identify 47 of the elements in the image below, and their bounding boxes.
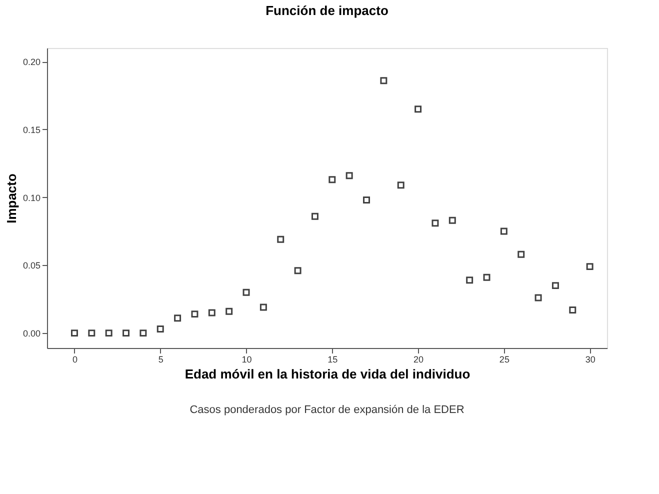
point (70, 330, 78, 337)
point (277, 236, 284, 243)
point (380, 77, 388, 84)
chart-title: Función de impacto (266, 3, 388, 18)
point (174, 314, 182, 322)
point (569, 306, 576, 314)
point (328, 176, 336, 184)
text: Casos ponderados por Factor de expansión de la EDER (190, 404, 464, 416)
point (346, 172, 353, 180)
point (311, 212, 318, 220)
point (105, 330, 112, 337)
point (397, 182, 404, 189)
point (294, 267, 302, 274)
point (500, 228, 508, 235)
point (466, 276, 474, 284)
point (586, 263, 594, 270)
point (208, 309, 216, 316)
y-tick-label: 0.10 (22, 192, 40, 203)
point (156, 326, 164, 332)
x-tick-label: 0 (72, 354, 78, 364)
x-tick-label: 15 (328, 354, 338, 364)
x-tick-label: 25 (499, 354, 510, 364)
point (122, 330, 130, 337)
point (260, 304, 267, 311)
point (140, 330, 147, 337)
x-tick-label: 5 (158, 354, 164, 364)
y-tick-label: 0.00 (22, 328, 40, 339)
x-axis-title: Edad móvil en la historia de vida del individuo (184, 366, 470, 382)
y-tick-label: 0.20 (22, 57, 40, 68)
point (363, 196, 370, 204)
x-tick-label: 20 (414, 354, 424, 364)
y-axis-title: Impacto (4, 174, 19, 224)
point (226, 308, 233, 315)
point (448, 216, 456, 224)
point (432, 220, 439, 227)
x-tick-label: 30 (585, 354, 596, 364)
point (191, 310, 198, 318)
point (518, 250, 525, 258)
point (242, 288, 250, 296)
y-tick-label: 0.05 (22, 260, 40, 271)
x-tick-label: 10 (242, 354, 252, 364)
point (414, 106, 422, 113)
point (88, 330, 96, 337)
point (483, 274, 490, 281)
point (534, 294, 542, 302)
point (552, 282, 559, 290)
y-tick-label: 0.15 (22, 124, 40, 135)
